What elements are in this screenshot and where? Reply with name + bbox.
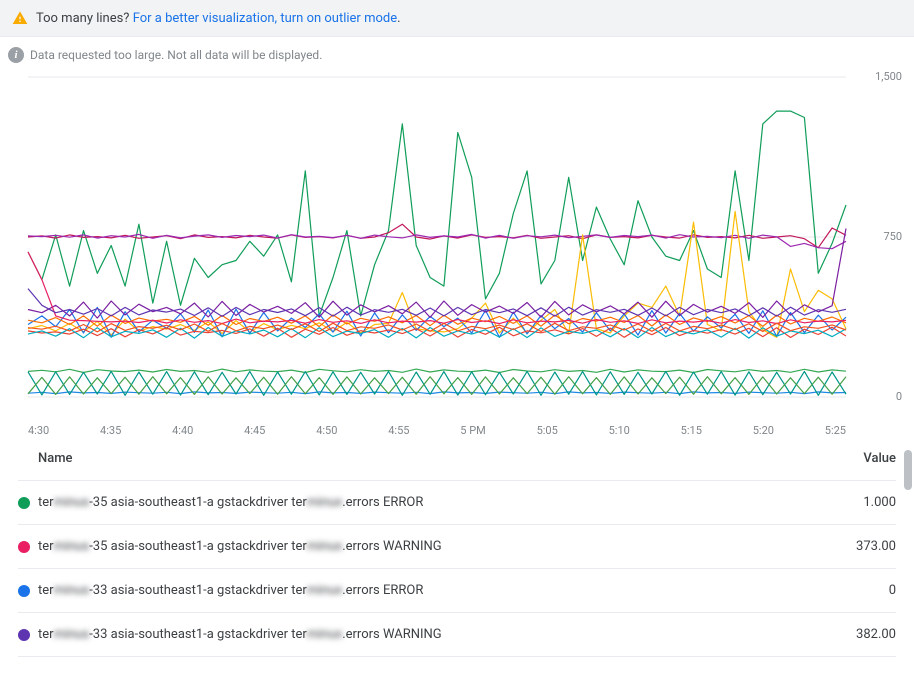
x-tick-label: 4:40 <box>172 424 193 437</box>
table-row[interactable]: terminus-33 asia-southeast1-a gstackdriv… <box>18 613 896 657</box>
x-tick-label: 5:05 <box>537 424 558 437</box>
x-tick-label: 4:30 <box>28 424 49 437</box>
x-tick-label: 4:35 <box>100 424 121 437</box>
series-color-dot <box>18 541 30 553</box>
table-row[interactable]: terminus-33 asia-southeast1-a gstackdriv… <box>18 569 896 613</box>
series-color-dot <box>18 629 30 641</box>
legend-table: Name Value terminus-35 asia-southeast1-a… <box>0 437 914 657</box>
table-header: Name Value <box>18 437 896 481</box>
y-tick-label: 0 <box>896 390 902 403</box>
series-color-dot <box>18 497 30 509</box>
warning-prefix: Too many lines? <box>36 11 133 26</box>
warning-icon <box>12 10 28 26</box>
outlier-mode-link[interactable]: For a better visualization, turn on outl… <box>133 11 397 26</box>
y-tick-label: 750 <box>883 230 902 243</box>
x-tick-label: 5:20 <box>753 424 774 437</box>
row-value: 1.000 <box>816 495 896 510</box>
row-name: terminus-35 asia-southeast1-a gstackdriv… <box>38 495 816 510</box>
row-value: 0 <box>816 583 896 598</box>
row-name: terminus-33 asia-southeast1-a gstackdriv… <box>38 627 816 642</box>
x-tick-label: 4:50 <box>316 424 337 437</box>
info-text: Data requested too large. Not all data w… <box>30 48 322 62</box>
row-value: 373.00 <box>816 539 896 554</box>
table-body: terminus-35 asia-southeast1-a gstackdriv… <box>18 481 896 657</box>
series-color-dot <box>18 585 30 597</box>
x-tick-label: 5:15 <box>681 424 702 437</box>
table-row[interactable]: terminus-35 asia-southeast1-a gstackdriv… <box>18 525 896 569</box>
y-tick-label: 1,500 <box>875 70 902 83</box>
x-tick-label: 4:55 <box>388 424 409 437</box>
x-axis-labels: 4:30 4:35 4:40 4:45 4:50 4:55 5 PM 5:05 5:10 5:15… <box>28 424 846 437</box>
x-tick-label: 4:45 <box>244 424 265 437</box>
scrollbar-thumb[interactable] <box>904 450 912 490</box>
chart-area: i Data requested too large. Not all data… <box>0 37 914 437</box>
table-row[interactable]: terminus-35 asia-southeast1-a gstackdriv… <box>18 481 896 525</box>
column-header-value[interactable]: Value <box>816 451 896 466</box>
warning-suffix: . <box>397 11 400 26</box>
row-value: 382.00 <box>816 627 896 642</box>
warning-text: Too many lines? For a better visualizati… <box>36 11 401 26</box>
x-tick-label: 5:10 <box>609 424 630 437</box>
warning-bar: Too many lines? For a better visualizati… <box>0 0 914 37</box>
scrollbar[interactable] <box>904 450 912 680</box>
info-bar: i Data requested too large. Not all data… <box>8 47 914 67</box>
x-tick-label: 5:25 <box>825 424 846 437</box>
row-name: terminus-33 asia-southeast1-a gstackdriv… <box>38 583 816 598</box>
row-name: terminus-35 asia-southeast1-a gstackdriv… <box>38 539 816 554</box>
info-icon: i <box>8 47 24 63</box>
column-header-name[interactable]: Name <box>38 451 816 466</box>
chart-wrap: 0 750 1,500 4:30 4:35 4:40 4:45 4:50 4:55 5 PM 5:… <box>8 67 906 437</box>
line-chart <box>8 67 906 437</box>
x-tick-label: 5 PM <box>460 424 485 437</box>
